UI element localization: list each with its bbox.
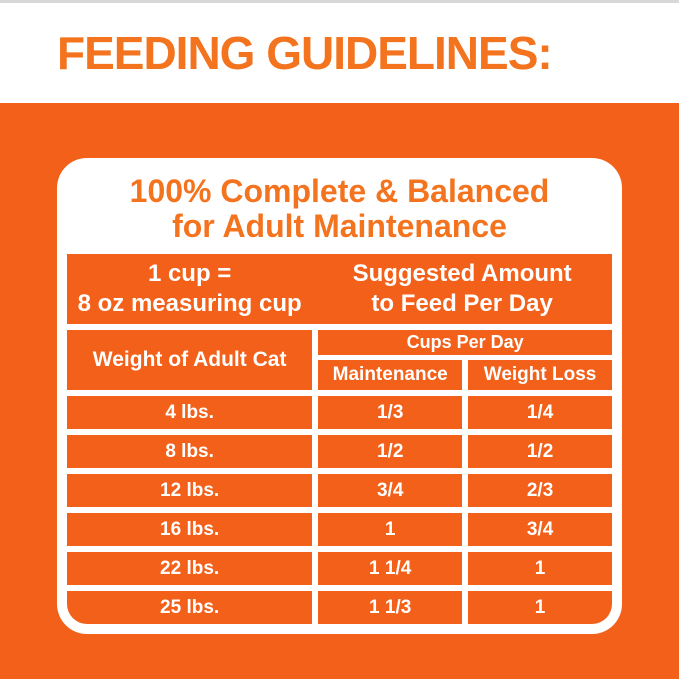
maintenance-column-header: Maintenance [318, 360, 463, 390]
maintenance-cell: 1/3 [318, 396, 463, 429]
table-row: 16 lbs. 1 3/4 [67, 513, 612, 546]
maintenance-cell: 1 1/4 [318, 552, 463, 585]
table-row: 22 lbs. 1 1/4 1 [67, 552, 612, 585]
table-row: 4 lbs. 1/3 1/4 [67, 396, 612, 429]
table-row: 8 lbs. 1/2 1/2 [67, 435, 612, 468]
weight-cell: 25 lbs. [67, 591, 313, 624]
orange-background: 100% Complete & Balanced for Adult Maint… [0, 103, 679, 679]
card-title: 100% Complete & Balanced for Adult Maint… [57, 158, 622, 254]
table-row: 25 lbs. 1 1/3 1 [67, 591, 612, 624]
cups-per-day-group: Cups Per Day Maintenance Weight Loss [318, 330, 612, 390]
table-row: 12 lbs. 3/4 2/3 [67, 474, 612, 507]
feeding-table-card: 100% Complete & Balanced for Adult Maint… [57, 158, 622, 634]
weight-cell: 8 lbs. [67, 435, 313, 468]
suggested-amount-line1: Suggested Amount [352, 260, 572, 287]
header: FEEDING GUIDELINES: [0, 3, 679, 103]
card-title-line1: 100% Complete & Balanced [129, 172, 550, 209]
maintenance-cell: 1 1/3 [318, 591, 463, 624]
suggested-amount-line2: to Feed Per Day [371, 290, 553, 317]
info-row: 1 cup = 8 oz measuring cup Suggested Amo… [67, 254, 612, 324]
weight-loss-column-header: Weight Loss [468, 360, 612, 390]
card-title-line2: for Adult Maintenance [172, 208, 507, 244]
weight-cell: 16 lbs. [67, 513, 313, 546]
weight-loss-cell: 1 [468, 591, 612, 624]
maintenance-cell: 1 [318, 513, 463, 546]
weight-loss-cell: 1/2 [468, 435, 612, 468]
weight-cell: 22 lbs. [67, 552, 313, 585]
weight-cell: 12 lbs. [67, 474, 313, 507]
weight-loss-cell: 1/4 [468, 396, 612, 429]
table-body: 1 cup = 8 oz measuring cup Suggested Amo… [57, 254, 622, 634]
maintenance-cell: 3/4 [318, 474, 463, 507]
weight-loss-cell: 1 [468, 552, 612, 585]
cup-size-note: 1 cup = 8 oz measuring cup [67, 259, 312, 319]
top-edge-line [0, 0, 679, 3]
weight-loss-cell: 2/3 [468, 474, 612, 507]
weight-loss-cell: 3/4 [468, 513, 612, 546]
suggested-amount-heading: Suggested Amount to Feed Per Day [312, 259, 612, 319]
column-header-row: Weight of Adult Cat Cups Per Day Mainten… [67, 330, 612, 390]
cup-size-line2: 8 oz measuring cup [77, 290, 302, 317]
page-title: FEEDING GUIDELINES: [57, 27, 553, 79]
weight-cell: 4 lbs. [67, 396, 313, 429]
weight-column-header: Weight of Adult Cat [67, 330, 313, 390]
maintenance-cell: 1/2 [318, 435, 463, 468]
cup-size-line1: 1 cup = [147, 260, 232, 287]
cups-per-day-header: Cups Per Day [318, 330, 612, 355]
sub-header-row: Maintenance Weight Loss [318, 360, 612, 390]
